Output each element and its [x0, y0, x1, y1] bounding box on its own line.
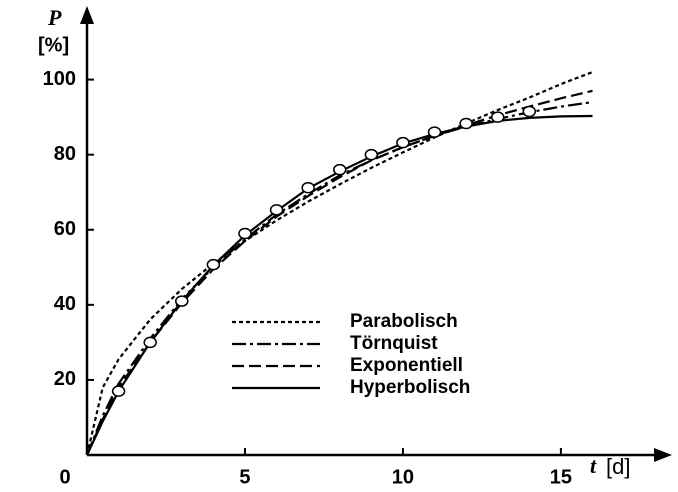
- y-tick-label: 60: [54, 218, 76, 240]
- data-point: [459, 117, 473, 130]
- data-point: [143, 336, 157, 349]
- data-point: [269, 204, 284, 216]
- x-tick-label: 5: [239, 466, 250, 488]
- series-line: [85, 101, 593, 456]
- legend-label: Parabolisch: [350, 311, 458, 332]
- x-tick-label: 0: [59, 466, 70, 488]
- legend-label: Exponentiell: [350, 355, 463, 376]
- legend-label: Törnquist: [350, 333, 438, 354]
- data-point: [490, 111, 505, 123]
- y-arrow: [80, 6, 94, 24]
- series-line: [85, 89, 593, 456]
- legend-label: Hyperbolisch: [350, 377, 470, 398]
- y-label: P: [47, 5, 62, 30]
- x-arrow: [654, 448, 672, 462]
- series-line: [85, 71, 593, 456]
- y-tick-label: 80: [54, 143, 76, 165]
- y-tick-label: 100: [43, 68, 76, 90]
- x-tick-label: 10: [392, 466, 414, 488]
- x-tick-label: 15: [550, 466, 572, 488]
- data-point: [396, 136, 410, 149]
- y-tick-label: 20: [54, 368, 76, 390]
- data-point: [301, 181, 315, 194]
- data-point: [206, 258, 221, 271]
- data-point: [522, 105, 537, 118]
- data-point: [332, 163, 347, 176]
- data-point: [175, 295, 189, 307]
- y-tick-label: 40: [54, 293, 76, 315]
- y-unit: [%]: [38, 34, 69, 56]
- data-point: [238, 227, 252, 240]
- x-label: t: [590, 453, 597, 478]
- data-point: [364, 148, 379, 161]
- x-unit: [d]: [606, 454, 630, 479]
- data-point: [111, 385, 126, 397]
- data-point: [427, 126, 442, 138]
